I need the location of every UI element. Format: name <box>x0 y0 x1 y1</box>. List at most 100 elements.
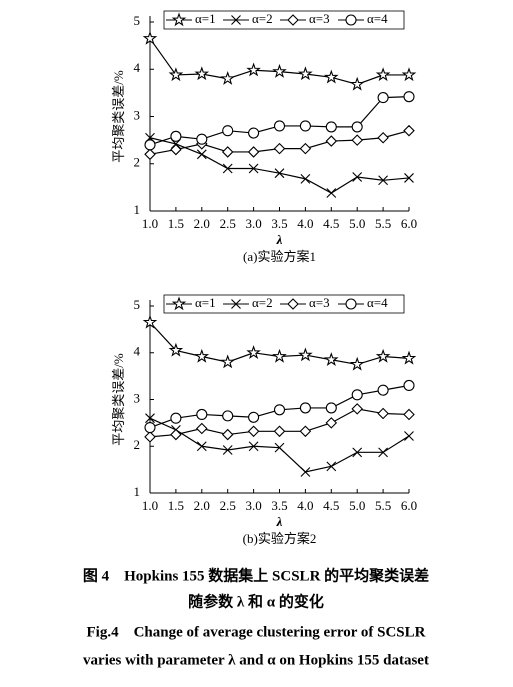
marker <box>345 298 357 310</box>
marker <box>168 67 184 82</box>
marker <box>323 352 339 366</box>
marker <box>300 467 311 477</box>
marker <box>170 143 182 156</box>
marker <box>246 62 261 77</box>
marker <box>194 348 210 363</box>
marker <box>401 67 417 82</box>
marker <box>272 348 287 363</box>
y-tick-label: 2 <box>134 155 141 170</box>
x-axis-label: λ <box>276 514 283 529</box>
marker <box>273 425 286 438</box>
marker <box>168 342 184 357</box>
marker <box>300 173 311 184</box>
marker <box>351 389 363 401</box>
x-tick-label: 2.0 <box>194 216 210 231</box>
caption-cn: 图 4 Hopkins 155 数据集上 SCSLR 的平均聚类误差 <box>83 566 429 584</box>
marker <box>298 347 313 362</box>
marker <box>220 71 236 85</box>
x-tick-label: 6.0 <box>401 216 417 231</box>
marker <box>352 447 363 458</box>
marker <box>377 407 389 420</box>
x-tick-label: 2.0 <box>194 498 210 513</box>
marker <box>221 428 234 441</box>
x-tick-label: 3.5 <box>271 498 287 513</box>
marker <box>404 431 414 441</box>
marker <box>325 417 338 429</box>
marker <box>170 412 182 424</box>
caption-en: varies with parameter λ and α on Hopkins… <box>83 652 429 668</box>
marker <box>222 445 233 455</box>
legend-label: α=3 <box>309 11 330 26</box>
legend-label: α=1 <box>195 295 216 310</box>
marker <box>246 345 261 359</box>
x-axis-label: λ <box>276 232 283 247</box>
x-tick-label: 4.5 <box>323 216 339 231</box>
marker <box>144 431 156 443</box>
marker <box>377 384 389 396</box>
marker <box>221 146 234 158</box>
y-tick-label: 4 <box>134 344 141 359</box>
marker <box>287 298 299 310</box>
marker <box>351 403 363 415</box>
marker <box>220 354 236 369</box>
marker <box>378 175 388 186</box>
marker <box>248 411 260 423</box>
x-tick-label: 4.0 <box>297 216 313 231</box>
x-tick-label: 3.5 <box>271 216 287 231</box>
marker <box>274 168 285 179</box>
legend-label: α=1 <box>195 11 216 26</box>
marker <box>375 348 391 363</box>
x-tick-label: 5.5 <box>375 498 391 513</box>
marker <box>247 146 260 158</box>
marker <box>196 149 207 160</box>
marker <box>375 67 391 82</box>
marker <box>248 127 260 139</box>
marker <box>231 299 241 309</box>
marker <box>403 124 415 137</box>
marker <box>196 133 208 145</box>
marker <box>222 125 234 137</box>
legend-label: α=4 <box>367 295 388 310</box>
marker <box>325 121 337 133</box>
legend-label: α=3 <box>309 295 330 310</box>
marker <box>326 461 337 472</box>
x-tick-label: 2.5 <box>220 498 236 513</box>
marker <box>349 356 365 371</box>
marker <box>299 142 312 155</box>
marker <box>352 172 363 182</box>
marker <box>194 66 210 81</box>
marker <box>325 402 337 414</box>
legend-label: α=2 <box>252 11 273 26</box>
marker <box>273 404 286 416</box>
x-tick-label: 5.0 <box>349 216 365 231</box>
x-tick-label: 4.0 <box>297 498 313 513</box>
marker <box>377 92 389 104</box>
x-tick-label: 6.0 <box>401 498 417 513</box>
marker <box>403 379 415 392</box>
y-tick-label: 1 <box>134 484 141 499</box>
marker <box>170 130 182 142</box>
marker <box>299 425 312 438</box>
x-tick-label: 1.5 <box>168 216 184 231</box>
marker <box>247 425 260 438</box>
y-tick-label: 3 <box>134 390 141 405</box>
y-tick-label: 1 <box>134 202 141 217</box>
x-tick-label: 3.0 <box>245 498 261 513</box>
marker <box>401 350 417 365</box>
y-tick-label: 5 <box>134 297 141 312</box>
marker <box>273 120 286 132</box>
marker <box>272 63 287 78</box>
x-tick-label: 1.0 <box>142 498 158 513</box>
x-tick-label: 1.5 <box>168 498 184 513</box>
x-tick-label: 4.5 <box>323 498 339 513</box>
marker <box>144 148 156 161</box>
marker <box>144 421 156 434</box>
x-tick-label: 5.5 <box>375 216 391 231</box>
y-tick-label: 5 <box>134 13 141 28</box>
caption-cn: 随参数 λ 和 α 的变化 <box>188 592 324 610</box>
x-tick-label: 3.0 <box>245 216 261 231</box>
marker <box>274 442 285 453</box>
marker <box>248 163 259 174</box>
marker <box>404 173 414 183</box>
